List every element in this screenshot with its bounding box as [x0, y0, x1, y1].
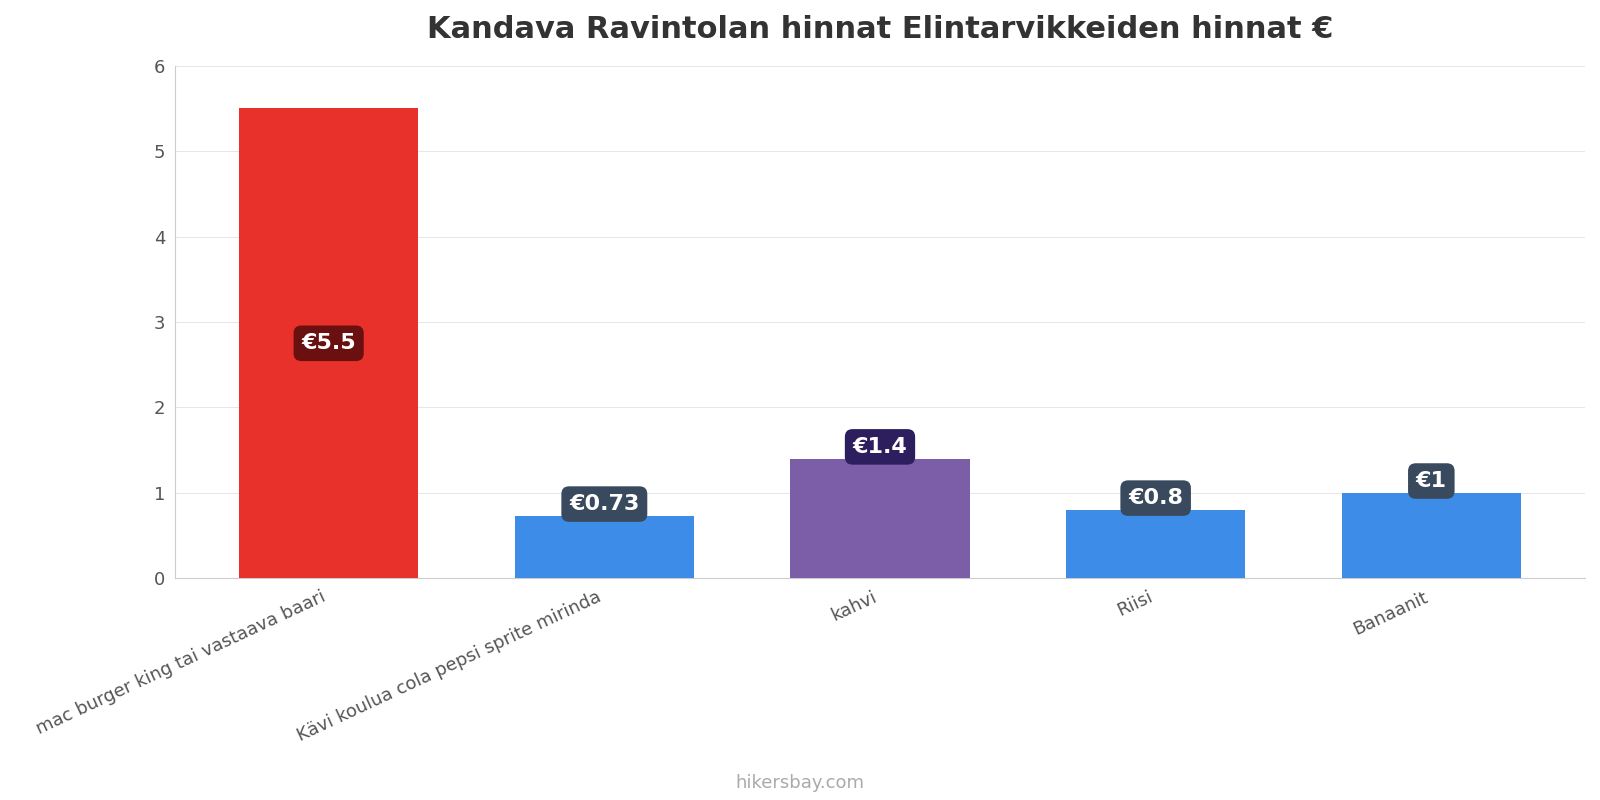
- Bar: [790, 458, 970, 578]
- Bar: [1342, 493, 1522, 578]
- Bar: [1066, 510, 1245, 578]
- Text: €1: €1: [1416, 471, 1446, 491]
- Bar: [515, 516, 694, 578]
- Text: €0.8: €0.8: [1128, 488, 1182, 508]
- Text: €0.73: €0.73: [570, 494, 640, 514]
- Text: €5.5: €5.5: [301, 334, 355, 354]
- Text: hikersbay.com: hikersbay.com: [736, 774, 864, 792]
- Title: Kandava Ravintolan hinnat Elintarvikkeiden hinnat €: Kandava Ravintolan hinnat Elintarvikkeid…: [427, 15, 1333, 44]
- Bar: [238, 109, 418, 578]
- Text: €1.4: €1.4: [853, 437, 907, 457]
